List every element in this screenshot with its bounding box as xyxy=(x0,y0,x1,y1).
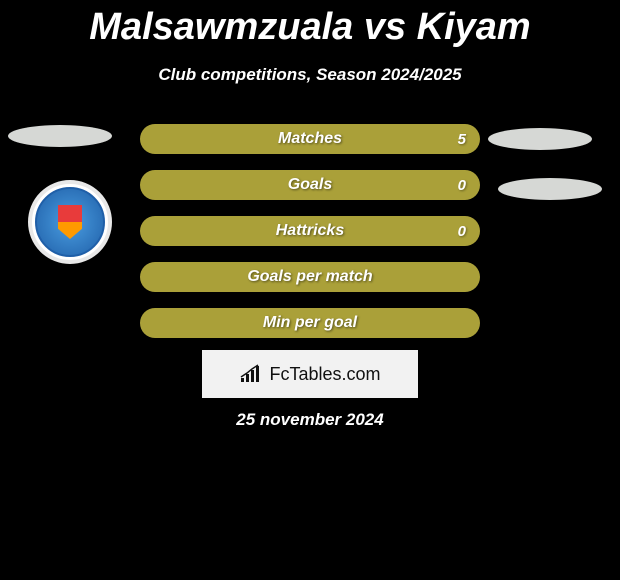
stat-label: Goals xyxy=(140,176,480,194)
stat-label: Hattricks xyxy=(140,222,480,240)
stat-label: Matches xyxy=(140,130,480,148)
stat-row-hattricks: Hattricks 0 xyxy=(140,216,480,246)
club-badge xyxy=(28,180,112,264)
branding-text: FcTables.com xyxy=(269,364,380,385)
stat-right-value: 5 xyxy=(454,131,466,148)
stat-row-goals-per-match: Goals per match xyxy=(140,262,480,292)
stat-row-min-per-goal: Min per goal xyxy=(140,308,480,338)
player-right-placeholder-2 xyxy=(498,178,602,200)
bar-chart-icon xyxy=(239,364,265,384)
club-badge-inner xyxy=(35,187,105,257)
player-left-placeholder xyxy=(8,125,112,147)
date-line: 25 november 2024 xyxy=(0,410,620,430)
stat-row-matches: Matches 5 xyxy=(140,124,480,154)
stat-label: Min per goal xyxy=(140,314,480,332)
stat-right-value: 0 xyxy=(454,177,466,194)
page-title: Malsawmzuala vs Kiyam xyxy=(0,0,620,49)
subtitle: Club competitions, Season 2024/2025 xyxy=(0,65,620,85)
stat-rows: Matches 5 Goals 0 Hattricks 0 Goals per … xyxy=(140,124,480,354)
branding-box: FcTables.com xyxy=(202,350,418,398)
stat-right-value: 0 xyxy=(454,223,466,240)
player-right-placeholder-1 xyxy=(488,128,592,150)
stat-row-goals: Goals 0 xyxy=(140,170,480,200)
stat-label: Goals per match xyxy=(140,268,480,286)
